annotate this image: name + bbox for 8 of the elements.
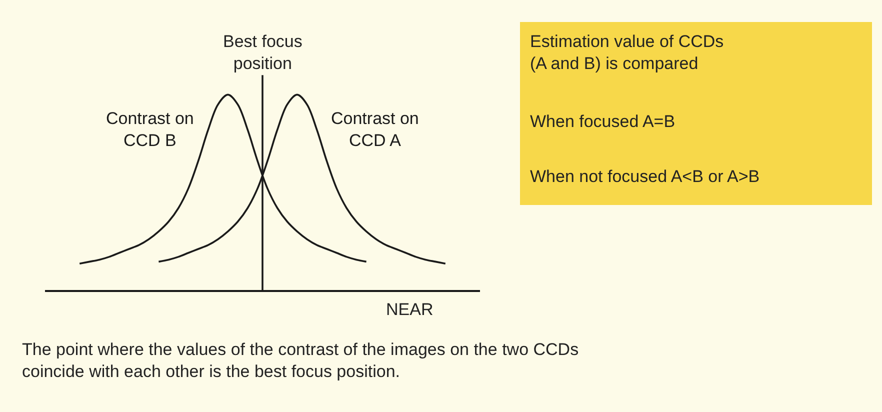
text: When not focused A<B or A>B [530,167,760,186]
series-label: Contrast on CCD A [331,109,419,150]
text: When focused A=B [530,112,676,131]
text: Best focus position [223,32,302,74]
text: The point where the values of the contrast of the images on the two CCDs coincide with each other is the best focus position. [22,340,579,382]
x-axis-title: NEAR [386,300,434,319]
series-label: Contrast on CCD B [106,109,194,150]
text: Estimation value of CCDs (A and B) is compared [530,32,724,74]
